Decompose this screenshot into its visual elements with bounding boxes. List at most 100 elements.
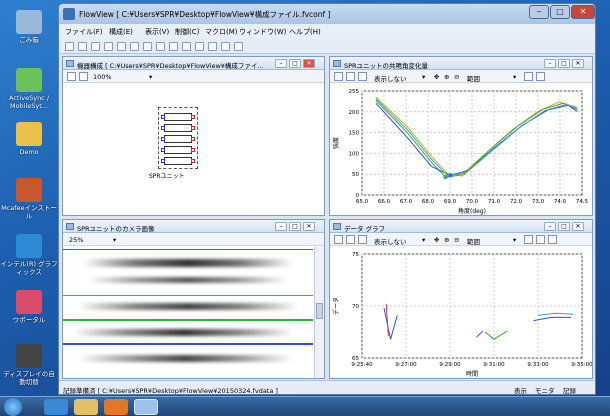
record-icon[interactable] bbox=[221, 42, 230, 51]
maximize-button[interactable]: □ bbox=[550, 5, 570, 19]
delete-icon[interactable] bbox=[169, 42, 178, 51]
pane-datagraph-titlebar[interactable]: データ グラフ – □ ✕ bbox=[330, 220, 592, 233]
save-as-icon[interactable] bbox=[104, 42, 113, 51]
pane-config-titlebar[interactable]: 機器構成 [ C:¥Users¥SPR¥Desktop¥FlowView¥構成フ… bbox=[63, 57, 324, 70]
scrollbar-thumb[interactable] bbox=[316, 303, 323, 319]
pane-config-minimize[interactable]: – bbox=[275, 59, 287, 68]
menu-item[interactable]: ウィンドウ(W) bbox=[239, 28, 287, 36]
desktop-icon[interactable]: ActiveSync / MobileSyt... bbox=[0, 68, 58, 110]
pane-datagraph-toolbar: 表示しない ▾ ✥ ⊕ ⊖ 範囲 ▾ bbox=[330, 233, 592, 246]
chevron-down-icon[interactable]: ▾ bbox=[513, 73, 517, 81]
move-icon[interactable]: ✥ bbox=[434, 236, 440, 244]
explorer-taskbar-icon[interactable] bbox=[74, 399, 98, 415]
resonance-range[interactable]: 範囲 bbox=[467, 75, 480, 83]
open-icon[interactable] bbox=[78, 42, 87, 51]
fit-y-icon[interactable] bbox=[536, 235, 545, 244]
spr-channel[interactable] bbox=[161, 157, 195, 165]
desktop-icon[interactable]: インテル(R) グラフィックス bbox=[0, 234, 58, 276]
stop-icon[interactable] bbox=[208, 42, 217, 51]
chevron-down-icon[interactable]: ▾ bbox=[149, 73, 153, 81]
y-axis-label: データ bbox=[332, 297, 340, 315]
cut-icon[interactable] bbox=[130, 42, 139, 51]
settings-icon[interactable] bbox=[234, 42, 243, 51]
ie-taskbar-icon[interactable] bbox=[44, 399, 68, 415]
pane-camera-close[interactable]: ✕ bbox=[303, 222, 315, 231]
pane-datagraph-close[interactable]: ✕ bbox=[572, 222, 584, 231]
table-icon[interactable] bbox=[334, 235, 343, 244]
chevron-down-icon[interactable]: ▾ bbox=[422, 73, 426, 81]
columns-icon[interactable] bbox=[346, 235, 355, 244]
pane-camera-titlebar[interactable]: SPRユニットのカメラ画像 – □ ✕ bbox=[63, 220, 324, 233]
chevron-down-icon[interactable]: ▾ bbox=[422, 236, 426, 244]
play-icon[interactable] bbox=[195, 42, 204, 51]
pane-camera-minimize[interactable]: – bbox=[275, 222, 287, 231]
text-icon[interactable] bbox=[79, 72, 88, 81]
x-axis-label: 時間 bbox=[466, 370, 478, 378]
pane-datagraph-minimize[interactable]: – bbox=[544, 222, 556, 231]
chevron-down-icon[interactable]: ▾ bbox=[513, 236, 517, 244]
pane-resonance-titlebar[interactable]: SPRユニットの共鳴角変化量 – □ ✕ bbox=[330, 57, 592, 70]
desktop-icon[interactable]: ウポータル bbox=[0, 290, 58, 324]
flowview-taskbar-icon[interactable] bbox=[134, 399, 158, 415]
desktop-icon[interactable]: Demo bbox=[0, 122, 58, 156]
table-icon[interactable] bbox=[334, 72, 343, 81]
menu-item[interactable]: 構成(E) bbox=[109, 28, 133, 36]
status-item-display[interactable]: 表示 bbox=[514, 387, 527, 395]
print-icon[interactable] bbox=[117, 42, 126, 51]
pane-config-close[interactable]: ✕ bbox=[303, 59, 315, 68]
status-item-monitor[interactable]: モニタ bbox=[535, 387, 555, 395]
new-icon[interactable] bbox=[65, 42, 74, 51]
move-icon[interactable]: ✥ bbox=[434, 73, 440, 81]
datagraph-range[interactable]: 範囲 bbox=[467, 238, 480, 246]
menu-item[interactable]: ヘルプ(H) bbox=[289, 28, 321, 36]
desktop-icon[interactable]: ディスプレイの自動切替 bbox=[0, 344, 58, 386]
spr-unit-diagram[interactable] bbox=[158, 107, 198, 169]
camera-scrollbar[interactable] bbox=[314, 247, 324, 378]
close-button[interactable]: ✕ bbox=[571, 5, 595, 19]
grid-icon[interactable] bbox=[358, 72, 367, 81]
copy-icon[interactable] bbox=[143, 42, 152, 51]
undo-icon[interactable] bbox=[182, 42, 191, 51]
status-item-record[interactable]: 記録 bbox=[563, 387, 576, 395]
desktop-icon-label: Demo bbox=[19, 148, 39, 156]
pane-resonance-maximize[interactable]: □ bbox=[558, 59, 570, 68]
fit-x-icon[interactable] bbox=[524, 72, 533, 81]
resonance-display-mode[interactable]: 表示しない bbox=[374, 75, 407, 83]
media-taskbar-icon[interactable] bbox=[104, 399, 128, 415]
save-icon[interactable] bbox=[91, 42, 100, 51]
zoom-in-icon[interactable]: ⊕ bbox=[444, 73, 450, 81]
pane-resonance-close[interactable]: ✕ bbox=[572, 59, 584, 68]
pane-config-maximize[interactable]: □ bbox=[289, 59, 301, 68]
select-icon[interactable] bbox=[67, 72, 76, 81]
pane-camera-maximize[interactable]: □ bbox=[289, 222, 301, 231]
spr-channel[interactable] bbox=[161, 135, 195, 143]
menu-item[interactable]: 制御(C) bbox=[175, 28, 200, 36]
spr-channel[interactable] bbox=[161, 146, 195, 154]
camera-zoom[interactable]: 25% bbox=[69, 236, 84, 244]
pane-datagraph-maximize[interactable]: □ bbox=[558, 222, 570, 231]
desktop-icon[interactable]: ごみ箱 bbox=[0, 10, 58, 44]
menu-item[interactable]: 表示(V) bbox=[145, 28, 170, 36]
spr-channel[interactable] bbox=[161, 124, 195, 132]
start-button[interactable] bbox=[4, 398, 22, 416]
grid-icon[interactable] bbox=[358, 235, 367, 244]
menu-item[interactable]: ファイル(F) bbox=[65, 28, 103, 36]
paste-icon[interactable] bbox=[156, 42, 165, 51]
columns-icon[interactable] bbox=[346, 72, 355, 81]
desktop-icon-image bbox=[16, 234, 42, 258]
minimize-button[interactable]: ‒ bbox=[529, 5, 549, 19]
window-titlebar[interactable]: FlowView [ C:¥Users¥SPR¥Desktop¥FlowView… bbox=[59, 4, 595, 24]
zoom-in-icon[interactable]: ⊕ bbox=[444, 236, 450, 244]
zoom-out-icon[interactable]: ⊖ bbox=[454, 73, 460, 81]
desktop-icon[interactable]: Mcafeeインストール bbox=[0, 178, 58, 220]
fit-y-icon[interactable] bbox=[536, 72, 545, 81]
fit-all-icon[interactable] bbox=[548, 235, 557, 244]
pane-resonance-minimize[interactable]: – bbox=[544, 59, 556, 68]
datagraph-display-mode[interactable]: 表示しない bbox=[374, 238, 407, 246]
config-zoom[interactable]: 100% bbox=[93, 73, 112, 81]
menu-item[interactable]: マクロ(M) bbox=[205, 28, 238, 36]
fit-x-icon[interactable] bbox=[524, 235, 533, 244]
chevron-down-icon[interactable]: ▾ bbox=[113, 236, 117, 244]
spr-channel[interactable] bbox=[161, 113, 195, 121]
zoom-out-icon[interactable]: ⊖ bbox=[454, 236, 460, 244]
